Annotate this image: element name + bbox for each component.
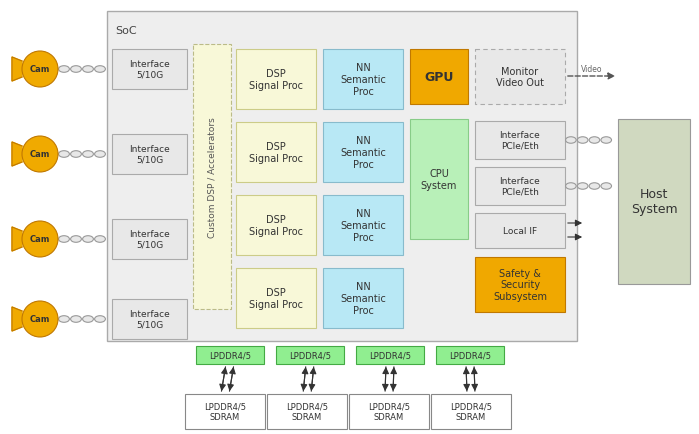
Text: Custom DSP / Accelerators: Custom DSP / Accelerators	[208, 117, 217, 237]
Bar	[475, 214, 565, 248]
Ellipse shape	[565, 183, 576, 190]
Bar	[267, 394, 347, 429]
Text: CPU
System: CPU System	[421, 169, 457, 191]
Ellipse shape	[71, 316, 81, 322]
Polygon shape	[12, 227, 22, 251]
Ellipse shape	[577, 183, 588, 190]
Text: DSP
Signal Proc: DSP Signal Proc	[249, 288, 303, 309]
Bar	[112, 135, 187, 174]
Ellipse shape	[82, 236, 94, 243]
Text: NN
Semantic
Proc: NN Semantic Proc	[340, 136, 386, 169]
Text: Interface
5/10G: Interface 5/10G	[129, 145, 170, 164]
Ellipse shape	[601, 138, 612, 144]
Bar	[236, 50, 316, 110]
Bar	[475, 122, 565, 160]
Bar	[436, 346, 504, 364]
Text: LPDDR4/5: LPDDR4/5	[449, 351, 491, 360]
Text: Cam: Cam	[30, 315, 50, 324]
Polygon shape	[12, 307, 22, 331]
Ellipse shape	[82, 66, 94, 73]
Ellipse shape	[589, 183, 600, 190]
Circle shape	[22, 221, 58, 257]
Bar	[112, 50, 187, 90]
Text: Video: Video	[581, 65, 603, 74]
Text: DSP
Signal Proc: DSP Signal Proc	[249, 215, 303, 236]
Text: LPDDR4/5
SDRAM: LPDDR4/5 SDRAM	[286, 402, 328, 421]
Ellipse shape	[82, 316, 94, 322]
Bar	[112, 220, 187, 260]
Bar	[276, 346, 344, 364]
Text: LPDDR4/5: LPDDR4/5	[209, 351, 251, 360]
Bar	[410, 120, 468, 240]
Text: NN
Semantic
Proc: NN Semantic Proc	[340, 209, 386, 242]
Bar	[618, 120, 690, 284]
Ellipse shape	[71, 236, 81, 243]
Circle shape	[22, 301, 58, 337]
Text: LPDDR4/5: LPDDR4/5	[289, 351, 331, 360]
Ellipse shape	[565, 138, 576, 144]
Text: GPU: GPU	[424, 71, 454, 84]
Bar	[193, 45, 231, 309]
Text: Monitor
Video Out: Monitor Video Out	[496, 66, 544, 88]
Text: LPDDR4/5
SDRAM: LPDDR4/5 SDRAM	[204, 402, 246, 421]
Text: Cam: Cam	[30, 150, 50, 159]
Bar	[323, 50, 403, 110]
Bar	[475, 168, 565, 206]
Text: DSP
Signal Proc: DSP Signal Proc	[249, 142, 303, 164]
Text: Host
System: Host System	[630, 188, 677, 216]
Text: DSP
Signal Proc: DSP Signal Proc	[249, 69, 303, 91]
Bar	[323, 268, 403, 328]
Polygon shape	[12, 143, 22, 167]
Ellipse shape	[94, 316, 106, 322]
Text: LPDDR4/5
SDRAM: LPDDR4/5 SDRAM	[450, 402, 492, 421]
Bar	[475, 50, 565, 105]
Polygon shape	[12, 58, 22, 82]
Text: NN
Semantic
Proc: NN Semantic Proc	[340, 63, 386, 96]
Text: Interface
5/10G: Interface 5/10G	[129, 60, 170, 79]
Text: Cam: Cam	[30, 66, 50, 74]
Text: SoC: SoC	[115, 26, 136, 36]
Ellipse shape	[82, 151, 94, 158]
Ellipse shape	[94, 236, 106, 243]
Ellipse shape	[59, 66, 69, 73]
Bar	[431, 394, 511, 429]
Bar	[475, 257, 565, 312]
Bar	[236, 268, 316, 328]
Bar	[323, 123, 403, 183]
Ellipse shape	[94, 151, 106, 158]
Bar	[196, 346, 264, 364]
Ellipse shape	[71, 66, 81, 73]
Ellipse shape	[71, 151, 81, 158]
Ellipse shape	[577, 138, 588, 144]
Ellipse shape	[59, 316, 69, 322]
Text: Safety &
Security
Subsystem: Safety & Security Subsystem	[493, 268, 547, 301]
Text: Interface
5/10G: Interface 5/10G	[129, 230, 170, 249]
Bar	[185, 394, 265, 429]
Text: Interface
PCIe/Eth: Interface PCIe/Eth	[500, 131, 540, 150]
Text: Interface
5/10G: Interface 5/10G	[129, 309, 170, 329]
Bar	[236, 123, 316, 183]
Bar	[236, 196, 316, 256]
Text: NN
Semantic
Proc: NN Semantic Proc	[340, 282, 386, 315]
Circle shape	[22, 137, 58, 173]
Text: LPDDR4/5
SDRAM: LPDDR4/5 SDRAM	[368, 402, 410, 421]
Bar	[410, 50, 468, 105]
Ellipse shape	[59, 236, 69, 243]
Bar	[107, 12, 577, 341]
Bar	[349, 394, 429, 429]
Text: Cam: Cam	[30, 235, 50, 244]
Circle shape	[22, 52, 58, 88]
Bar	[112, 299, 187, 339]
Ellipse shape	[589, 138, 600, 144]
Text: LPDDR4/5: LPDDR4/5	[369, 351, 411, 360]
Text: Local IF: Local IF	[503, 227, 537, 236]
Ellipse shape	[59, 151, 69, 158]
Text: Interface
PCIe/Eth: Interface PCIe/Eth	[500, 177, 540, 196]
Bar	[323, 196, 403, 256]
Bar	[356, 346, 424, 364]
Ellipse shape	[601, 183, 612, 190]
Ellipse shape	[94, 66, 106, 73]
